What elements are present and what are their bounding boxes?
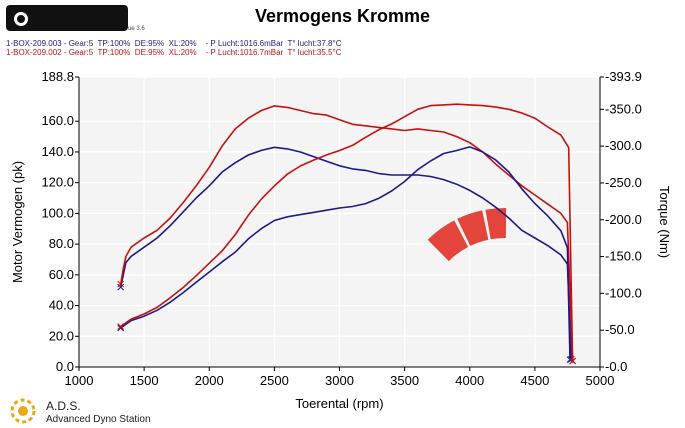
y-tick-label-left: 40.0 [49,298,74,313]
series-marker [117,323,125,330]
y-tick-label-right: -0.0 [605,359,627,374]
y-tick-label-left: 140.0 [41,144,74,159]
series-line-2 [120,146,571,360]
y-tick-label-left: 0.0 [56,359,74,374]
y-tick-label-right: -350.0 [605,101,642,116]
y-tick-label-left: 120.0 [41,175,74,190]
logo-ring-icon [14,12,28,26]
x-tick-label: 3000 [325,373,354,388]
y-tick-label-right: -250.0 [605,175,642,190]
ads-logo-icon [10,398,36,424]
y-tick-label-right: -393.9 [605,69,642,84]
footer-subtitle: Advanced Dyno Station [46,414,151,425]
y-tick-label-left: 80.0 [49,236,74,251]
x-axis-label: Toerental (rpm) [295,396,383,411]
y-tick-label-left: 60.0 [49,267,74,282]
series-line-3 [120,103,574,362]
watermark-gauge-segment [485,208,507,240]
logo-version: ue 3.6 [128,26,145,32]
x-tick-label: 1000 [65,373,94,388]
y-tick-label-left: 188.8 [41,69,74,84]
x-tick-label: 1500 [130,373,159,388]
chart-title: Vermogens Kromme [254,6,431,26]
run-info-red: 1-BOX-209.002 - Gear:5 TP:100% DE:95% XL… [6,48,342,57]
series-marker [569,357,577,365]
x-tick-label: 5000 [586,373,615,388]
dynostar-logo: DYNOSTAR [6,5,128,53]
watermark-gauge-segment [427,220,469,262]
run-info-blue: 1-BOX-209.003 - Gear:5 TP:100% DE:95% XL… [6,39,342,48]
y-tick-label-right: -100.0 [605,285,642,300]
footer-brand: A.D.S. [46,399,81,413]
x-tick-label: 4500 [520,373,549,388]
x-tick-label: 4000 [455,373,484,388]
y-tick-label-right: -200.0 [605,212,642,227]
y-tick-label-left: 20.0 [49,328,74,343]
y-tick-label-left: 100.0 [41,205,74,220]
y-axis-label-left: Motor Vermogen (pk) [10,161,25,283]
series-marker [117,280,125,288]
series-marker [117,283,125,291]
series-line-1 [119,105,574,361]
y-tick-label-right: -150.0 [605,249,642,264]
watermark-gauge-segment [457,210,489,246]
y-tick-label-left: 160.0 [41,113,74,128]
x-tick-label: 2000 [195,373,224,388]
x-tick-label: 2500 [260,373,289,388]
series-line-0 [119,146,573,360]
y-tick-label-right: -50.0 [605,322,635,337]
y-axis-label-right: Torque (Nm) [657,186,672,258]
y-tick-label-right: -300.0 [605,138,642,153]
x-tick-label: 3500 [390,373,419,388]
